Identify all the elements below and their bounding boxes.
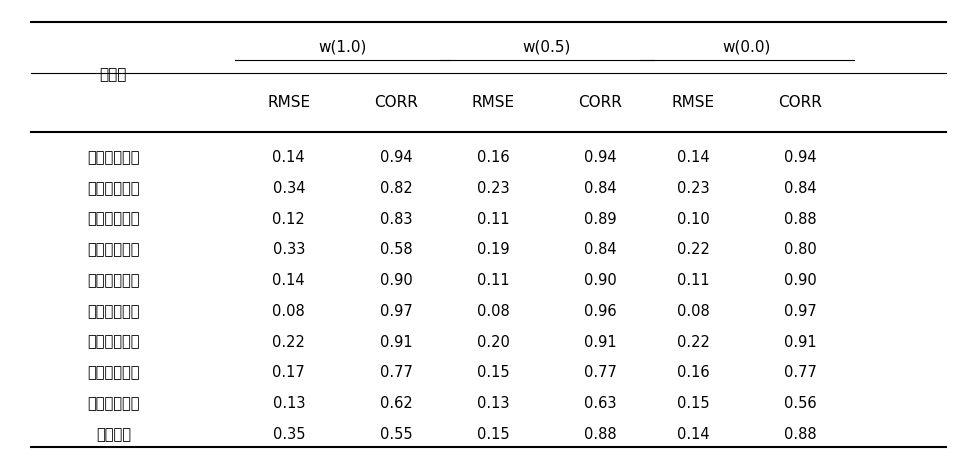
Text: 0.13: 0.13 (273, 396, 305, 411)
Text: 0.89: 0.89 (584, 212, 616, 226)
Text: 0.84: 0.84 (784, 181, 817, 196)
Text: 0.14: 0.14 (273, 273, 305, 288)
Text: 0.08: 0.08 (477, 304, 510, 319)
Text: 0.22: 0.22 (273, 334, 305, 350)
Text: 0.97: 0.97 (380, 304, 412, 319)
Text: 0.88: 0.88 (784, 212, 817, 226)
Text: 0.35: 0.35 (273, 427, 305, 442)
Text: 관측소: 관측소 (100, 67, 127, 82)
Text: 0.88: 0.88 (784, 427, 817, 442)
Text: 0.15: 0.15 (677, 396, 709, 411)
Text: 0.08: 0.08 (273, 304, 305, 319)
Text: 0.94: 0.94 (380, 150, 412, 165)
Text: 경북고령고령: 경북고령고령 (87, 334, 140, 350)
Text: 강원홍천홍천: 강원홍천홍천 (87, 150, 140, 165)
Text: 경북청송파천: 경북청송파천 (87, 273, 140, 288)
Text: 0.62: 0.62 (380, 396, 412, 411)
Text: 0.22: 0.22 (677, 243, 709, 257)
Text: 0.22: 0.22 (677, 334, 709, 350)
Text: 0.90: 0.90 (584, 273, 616, 288)
Text: RMSE: RMSE (472, 95, 515, 110)
Text: RMSE: RMSE (671, 95, 714, 110)
Text: 0.56: 0.56 (784, 396, 817, 411)
Text: w(0.5): w(0.5) (523, 40, 572, 55)
Text: 0.80: 0.80 (784, 243, 817, 257)
Text: 0.55: 0.55 (380, 427, 412, 442)
Text: 0.17: 0.17 (273, 365, 305, 380)
Text: 경북봉화명호: 경북봉화명호 (87, 243, 140, 257)
Text: 0.77: 0.77 (784, 365, 817, 380)
Text: 0.90: 0.90 (380, 273, 412, 288)
Text: 0.16: 0.16 (677, 365, 709, 380)
Text: 0.13: 0.13 (477, 396, 510, 411)
Text: 0.77: 0.77 (379, 365, 412, 380)
Text: 0.15: 0.15 (477, 365, 510, 380)
Text: 0.14: 0.14 (677, 427, 709, 442)
Text: 0.11: 0.11 (477, 273, 510, 288)
Text: 0.91: 0.91 (784, 334, 817, 350)
Text: 전북장수장수: 전북장수장수 (87, 365, 140, 380)
Text: 0.84: 0.84 (584, 181, 616, 196)
Text: 0.94: 0.94 (584, 150, 616, 165)
Text: 0.12: 0.12 (273, 212, 305, 226)
Text: RMSE: RMSE (268, 95, 311, 110)
Text: 0.84: 0.84 (584, 243, 616, 257)
Text: 0.23: 0.23 (677, 181, 709, 196)
Text: 0.91: 0.91 (380, 334, 412, 350)
Text: 0.19: 0.19 (477, 243, 510, 257)
Text: 0.88: 0.88 (584, 427, 616, 442)
Text: 0.82: 0.82 (380, 181, 412, 196)
Text: 0.20: 0.20 (477, 334, 510, 350)
Text: 0.14: 0.14 (273, 150, 305, 165)
Text: 경기이천울현: 경기이천울현 (87, 181, 140, 196)
Text: 0.33: 0.33 (273, 243, 305, 257)
Text: 울산범서: 울산범서 (96, 427, 131, 442)
Text: 0.58: 0.58 (380, 243, 412, 257)
Text: 0.16: 0.16 (477, 150, 510, 165)
Text: 0.10: 0.10 (677, 212, 709, 226)
Text: 0.63: 0.63 (584, 396, 616, 411)
Text: 0.11: 0.11 (477, 212, 510, 226)
Text: w(1.0): w(1.0) (319, 40, 366, 55)
Text: CORR: CORR (779, 95, 823, 110)
Text: 0.11: 0.11 (677, 273, 709, 288)
Text: 0.08: 0.08 (677, 304, 709, 319)
Text: 0.23: 0.23 (477, 181, 510, 196)
Text: 충북옥천청성: 충북옥천청성 (87, 212, 140, 226)
Text: CORR: CORR (578, 95, 622, 110)
Text: 0.91: 0.91 (584, 334, 616, 350)
Text: 0.77: 0.77 (584, 365, 616, 380)
Text: w(0.0): w(0.0) (722, 40, 771, 55)
Text: 경북칠곡가산: 경북칠곡가산 (87, 304, 140, 319)
Text: 0.90: 0.90 (784, 273, 817, 288)
Text: 0.34: 0.34 (273, 181, 305, 196)
Text: 전남함평신광: 전남함평신광 (87, 396, 140, 411)
Text: CORR: CORR (374, 95, 418, 110)
Text: 0.15: 0.15 (477, 427, 510, 442)
Text: 0.97: 0.97 (784, 304, 817, 319)
Text: 0.96: 0.96 (584, 304, 616, 319)
Text: 0.14: 0.14 (677, 150, 709, 165)
Text: 0.83: 0.83 (380, 212, 412, 226)
Text: 0.94: 0.94 (784, 150, 817, 165)
